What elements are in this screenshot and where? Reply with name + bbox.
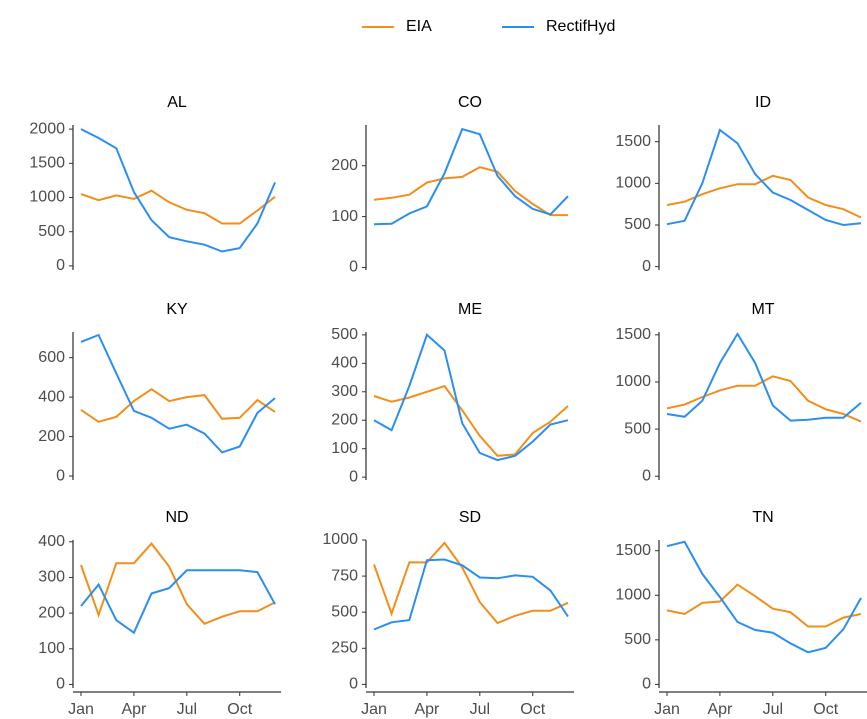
line-series (80, 189, 276, 225)
y-tick-label: 200 (38, 428, 65, 445)
y-tick-label: 0 (349, 676, 358, 693)
panel-title: ME (458, 301, 482, 318)
x-tick-label: Apr (707, 701, 733, 718)
panel-title: MT (751, 301, 774, 318)
x-tick-label: Jul (763, 701, 783, 718)
line-series (373, 558, 569, 631)
y-tick-label: 100 (331, 440, 358, 457)
x-tick-label: Apr (414, 701, 440, 718)
y-tick-label: 250 (331, 640, 358, 657)
x-tick-label: Apr (121, 701, 147, 718)
y-tick-label: 200 (331, 157, 358, 174)
y-tick-label: 500 (331, 603, 358, 620)
x-tick-label: Jul (177, 701, 197, 718)
y-tick-label: 1000 (29, 189, 65, 206)
y-tick-label: 1000 (615, 175, 651, 192)
x-tick-label: Oct (227, 701, 252, 718)
line-series (373, 127, 569, 226)
legend-label: RectifHyd (546, 18, 615, 35)
y-tick-label: 500 (624, 631, 651, 648)
panel-title: SD (459, 509, 481, 526)
y-tick-label: 0 (56, 676, 65, 693)
y-tick-label: 0 (642, 676, 651, 693)
line-series (373, 333, 569, 462)
y-tick-label: 1000 (615, 586, 651, 603)
line-series (373, 166, 568, 217)
panel-title: KY (166, 301, 188, 318)
line-series (80, 542, 276, 625)
y-tick-label: 200 (38, 604, 65, 621)
panel-title: AL (167, 94, 187, 111)
y-tick-label: 1500 (615, 326, 651, 343)
panel-title: CO (458, 94, 482, 111)
line-series (666, 375, 862, 423)
y-tick-label: 500 (624, 216, 651, 233)
x-tick-label: Jan (68, 701, 94, 718)
legend-label: EIA (406, 18, 432, 35)
line-series (373, 541, 569, 625)
y-tick-label: 0 (349, 259, 358, 276)
y-tick-label: 1500 (29, 155, 65, 172)
y-tick-label: 500 (624, 420, 651, 437)
y-tick-label: 400 (38, 533, 65, 550)
x-tick-label: Jul (470, 701, 490, 718)
line-series (80, 387, 276, 423)
y-tick-label: 400 (331, 355, 358, 372)
y-tick-label: 500 (331, 326, 358, 343)
y-tick-label: 1500 (615, 542, 651, 559)
y-tick-label: 2000 (29, 120, 65, 137)
line-series (666, 331, 862, 422)
line-series (666, 540, 862, 654)
y-tick-label: 300 (38, 569, 65, 586)
panel-title: TN (752, 509, 773, 526)
y-tick-label: 500 (38, 223, 65, 240)
y-tick-label: 0 (642, 258, 651, 275)
y-tick-label: 300 (331, 383, 358, 400)
line-series (666, 128, 862, 227)
line-series (80, 128, 276, 253)
panel-title: ID (755, 94, 771, 111)
y-tick-label: 100 (331, 208, 358, 225)
panel-title: ND (165, 509, 188, 526)
y-tick-label: 750 (331, 567, 358, 584)
y-tick-label: 1500 (615, 133, 651, 150)
x-tick-label: Oct (520, 701, 545, 718)
y-tick-label: 0 (56, 467, 65, 484)
y-tick-label: 0 (642, 467, 651, 484)
y-tick-label: 200 (331, 411, 358, 428)
y-tick-label: 0 (349, 468, 358, 485)
y-tick-label: 1000 (322, 531, 358, 548)
line-series (666, 583, 862, 628)
y-tick-label: 100 (38, 640, 65, 657)
x-tick-label: Jan (361, 701, 387, 718)
x-tick-label: Jan (654, 701, 680, 718)
y-tick-label: 0 (56, 257, 65, 274)
line-series (80, 569, 276, 635)
line-series (373, 384, 569, 457)
x-tick-label: Oct (813, 701, 838, 718)
y-tick-label: 1000 (615, 373, 651, 390)
y-tick-label: 400 (38, 388, 65, 405)
line-series (666, 174, 862, 219)
line-series (80, 333, 276, 454)
y-tick-label: 600 (38, 349, 65, 366)
